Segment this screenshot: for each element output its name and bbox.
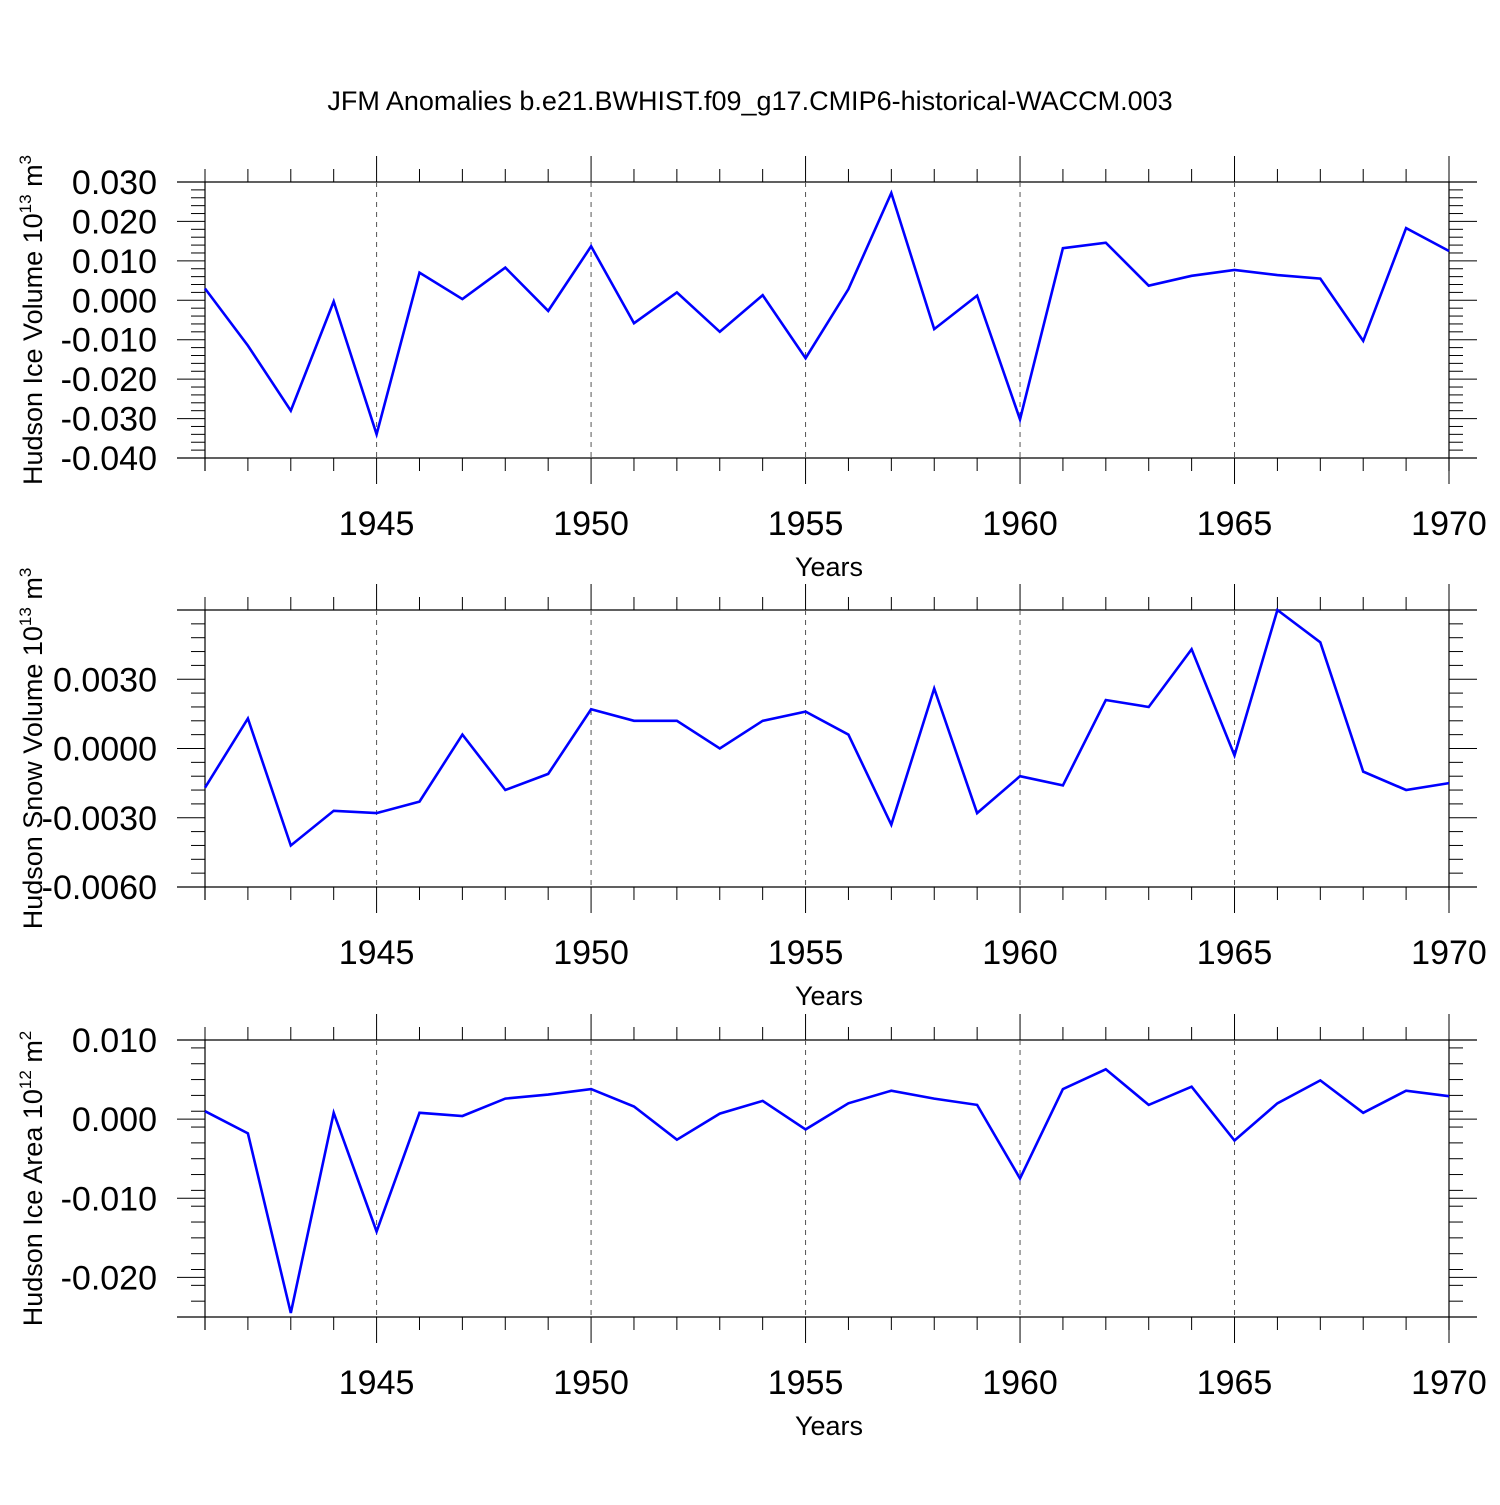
y-tick-label: -0.010 (61, 1180, 157, 1218)
x-tick-label-1945: 1945 (339, 934, 415, 972)
x-tick-label-1970: 1970 (1411, 934, 1487, 972)
y-tick-label: -0.030 (61, 401, 157, 439)
x-tick-label-1955: 1955 (768, 934, 844, 972)
series-line-1 (205, 193, 1449, 434)
x-tick-label-1960: 1960 (982, 934, 1058, 972)
series-line-1 (205, 1069, 1449, 1313)
y-tick-label: 0.020 (72, 203, 157, 241)
y-tick-label: 0.030 (72, 164, 157, 202)
x-tick-label-1950: 1950 (553, 934, 629, 972)
x-tick-label-1970: 1970 (1411, 1364, 1487, 1402)
y-axis-label: Hudson Ice Area 1012 m2 (16, 1031, 48, 1327)
y-axis-label: Hudson Snow Volume 1013 m3 (16, 568, 48, 930)
y-tick-label: -0.020 (61, 361, 157, 399)
series-line-1 (205, 610, 1449, 846)
x-tick-label-1955: 1955 (768, 505, 844, 543)
x-axis-label: Years (795, 552, 863, 582)
x-tick-label-1965: 1965 (1197, 934, 1273, 972)
x-tick-label-1945: 1945 (339, 1364, 415, 1402)
y-tick-label: 0.010 (72, 1022, 157, 1060)
y-tick-label: 0.000 (72, 282, 157, 320)
x-tick-label-1960: 1960 (982, 1364, 1058, 1402)
panel-2: 1945 1950 1955 1960 1965 1970 0.0030 0.0000 -0.0… (16, 568, 1487, 1011)
y-axis-label: Hudson Ice Volume 1013 m3 (16, 155, 48, 485)
y-tick-label: 0.000 (72, 1101, 157, 1139)
y-tick-label: -0.0030 (42, 800, 157, 838)
y-tick-label: -0.020 (61, 1259, 157, 1297)
chart-title: JFM Anomalies b.e21.BWHIST.f09_g17.CMIP6… (327, 86, 1172, 116)
x-tick-label-1965: 1965 (1197, 505, 1273, 543)
x-tick-label-1945: 1945 (339, 505, 415, 543)
x-axis-label: Years (795, 981, 863, 1011)
y-tick-label: 0.0000 (53, 731, 157, 769)
x-tick-label-1955: 1955 (768, 1364, 844, 1402)
y-tick-label: -0.0060 (42, 869, 157, 907)
x-tick-label-1950: 1950 (553, 505, 629, 543)
x-axis-label: Years (795, 1411, 863, 1441)
x-tick-label-1970: 1970 (1411, 505, 1487, 543)
panel-3: 1945 1950 1955 1960 1965 1970 0.010 0.000 -0.010… (16, 1014, 1487, 1441)
panel-1: 1945 1950 1955 1960 1965 1970 0.0300.0200.0100… (16, 155, 1487, 582)
x-tick-label-1950: 1950 (553, 1364, 629, 1402)
y-tick-label: 0.010 (72, 243, 157, 281)
y-tick-label: -0.040 (61, 440, 157, 478)
y-tick-label: 0.0030 (53, 661, 157, 699)
x-tick-label-1965: 1965 (1197, 1364, 1273, 1402)
x-tick-label-1960: 1960 (982, 505, 1058, 543)
y-tick-label: -0.010 (61, 322, 157, 360)
